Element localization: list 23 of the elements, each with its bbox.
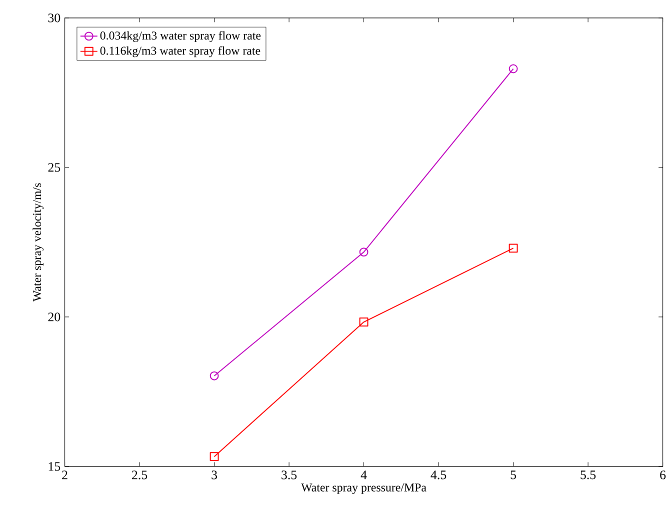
- x-tick-label: 5.5: [580, 470, 596, 480]
- x-tick-label: 4.5: [430, 470, 446, 480]
- point: [210, 452, 219, 461]
- x-tick-label: 6: [660, 470, 666, 480]
- point: [508, 64, 518, 74]
- x-tick-label: 5: [510, 470, 516, 480]
- legend-label: 0.034kg/m3 water spray flow rate: [100, 30, 261, 42]
- x-tick-label: 4: [360, 470, 367, 479]
- y-tick-label: 15: [48, 462, 60, 471]
- y-tick-label: 20: [48, 312, 60, 322]
- y-tick-label: 25: [48, 162, 60, 172]
- x-axis-title: Water spray pressure/MPa: [301, 483, 426, 494]
- x-tick-label: 3: [212, 470, 218, 480]
- point: [210, 371, 219, 380]
- y-tick-label: 30: [48, 13, 60, 22]
- y-axis-title: Water spray velocity/m/s: [32, 183, 44, 302]
- x-tick-label: 2.5: [132, 470, 148, 480]
- point: [359, 247, 368, 256]
- point: [359, 317, 368, 326]
- legend-label: 0.116kg/m3 water spray flow rate: [100, 46, 260, 58]
- point: [508, 244, 518, 253]
- x-tick-label: 2: [62, 470, 68, 480]
- x-tick-label: 3.5: [282, 470, 297, 480]
